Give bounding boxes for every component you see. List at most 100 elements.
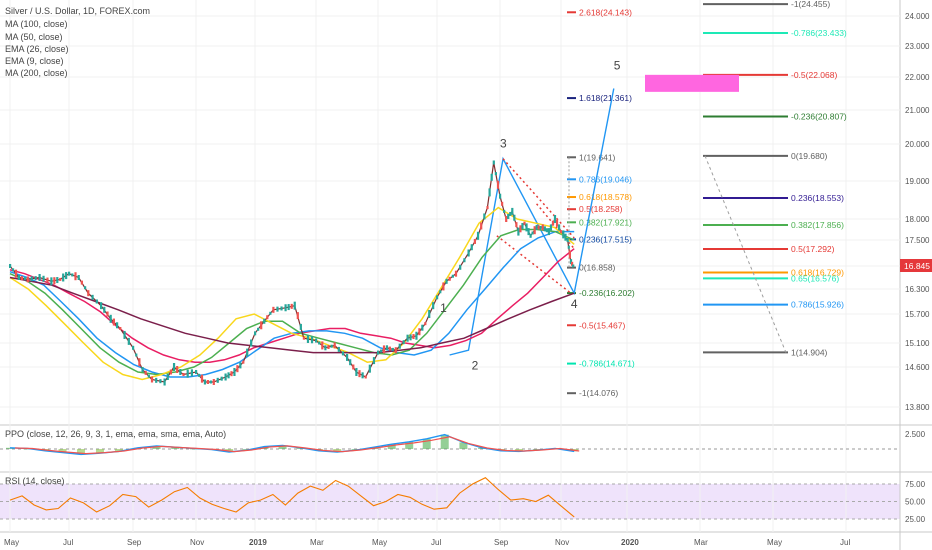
indicator-legend-ma50[interactable]: MA (50, close) (5, 32, 63, 42)
candle (527, 228, 530, 236)
candle (499, 193, 502, 199)
candle (91, 294, 94, 300)
candle (545, 228, 548, 233)
candle (341, 351, 345, 356)
price-tick-label: 16.300 (905, 285, 930, 294)
candle (186, 369, 189, 378)
candle (539, 225, 542, 229)
current-price-badge (900, 259, 932, 272)
candle (233, 368, 236, 376)
current-price-value: 16.845 (904, 261, 930, 271)
candle (80, 280, 83, 285)
elliott-wave-lines[interactable] (449, 88, 787, 356)
candle (272, 306, 275, 313)
rsi-tick-label: 25.00 (905, 515, 926, 524)
candle (511, 207, 514, 215)
fib-retracement-left[interactable]: 2.618(24.143) 1.618(21.361) 1(19.641) 0.786… (567, 7, 635, 398)
ppo-label[interactable]: PPO (close, 12, 26, 9, 3, 1, ema, ema, s… (5, 429, 226, 439)
candle (428, 310, 431, 318)
channel-line-lower[interactable] (496, 235, 572, 294)
candle (197, 373, 201, 377)
candle (59, 277, 62, 281)
main-pane[interactable] (0, 0, 900, 425)
candle (68, 271, 71, 276)
target-zone[interactable] (645, 74, 739, 92)
candle (227, 372, 230, 379)
candle (368, 364, 371, 373)
fib-right-level-label: 0.236(18.553) (791, 193, 844, 203)
candle (14, 269, 18, 278)
candle (473, 238, 476, 244)
candle (203, 379, 207, 385)
fib-left-level-label: 0.382(17.921) (579, 217, 632, 227)
candle (451, 274, 454, 278)
candle (372, 357, 376, 365)
candle (141, 367, 144, 372)
candle (467, 249, 470, 257)
candle (330, 344, 333, 348)
candle (179, 369, 182, 375)
candle (388, 346, 391, 351)
candle (250, 339, 253, 347)
candle (212, 379, 215, 385)
fib-right-level-label: 0(19.680) (791, 151, 828, 161)
candle (296, 312, 299, 320)
candle (535, 224, 538, 230)
candle (448, 276, 451, 281)
fib-left-level-label: 1(19.641) (579, 152, 616, 162)
candle (206, 380, 209, 384)
fib-left-level-label: 0.618(18.578) (579, 192, 632, 202)
fib-left-level-label: 2.618(24.143) (579, 7, 632, 17)
ppo-histogram-bar (514, 449, 523, 452)
candle (349, 359, 352, 366)
indicator-legend-ema26[interactable]: EMA (26, close) (5, 44, 69, 54)
indicator-legend-ma100[interactable]: MA (100, close) (5, 19, 68, 29)
candle (409, 334, 412, 341)
candle (103, 306, 106, 313)
candle (572, 264, 575, 268)
rsi-indicator: 75.00 50.00 25.00 (0, 477, 926, 524)
candle (166, 374, 169, 380)
candle (112, 318, 115, 326)
fib-retracement-right[interactable]: -1(24.455) -0.786(23.433) -0.5(22.068) -0.2… (703, 0, 847, 357)
time-axis[interactable]: May Jul Sep Nov 2019 Mar May Jul Sep Nov 2020 Mar Ma… (4, 538, 850, 547)
ppo-histogram-bar (387, 444, 396, 449)
candle (135, 353, 138, 357)
price-tick-label: 23.000 (905, 42, 930, 51)
fib-right-level-label: -1(24.455) (791, 0, 830, 9)
price-axis[interactable]: 24.000 23.000 22.000 21.000 20.000 19.000 18.0… (905, 12, 930, 412)
indicator-legend-ma200[interactable]: MA (200, close) (5, 68, 68, 78)
moving-average-line (9, 228, 575, 376)
candle (11, 268, 15, 272)
candle (71, 273, 74, 277)
candle (324, 345, 327, 351)
candle (521, 223, 524, 229)
candle (62, 273, 65, 282)
candle (321, 341, 324, 350)
candle (406, 334, 409, 342)
candle (571, 261, 574, 266)
candle (562, 230, 565, 239)
candle (382, 345, 386, 354)
ppo-histogram-bar (422, 438, 431, 449)
indicator-legend-ema9[interactable]: EMA (9, close) (5, 56, 64, 66)
candle (492, 160, 495, 165)
ppo-tick-label: 2.500 (905, 430, 926, 439)
candle (50, 277, 53, 286)
wave-label-2: 2 (472, 359, 479, 373)
candle (266, 315, 269, 320)
rsi-label[interactable]: RSI (14, close) (5, 476, 65, 486)
target-zone-box[interactable] (645, 74, 739, 92)
candle (182, 373, 185, 376)
candle (533, 226, 536, 235)
candle (567, 245, 570, 249)
candle (159, 379, 162, 384)
ppo-signal-line (14, 436, 580, 455)
fib-left-level-label: -1(14.076) (579, 388, 618, 398)
candle (269, 311, 272, 315)
rsi-tick-label: 50.00 (905, 498, 926, 507)
candle (53, 277, 56, 285)
candle (119, 327, 122, 330)
candle (337, 346, 340, 352)
